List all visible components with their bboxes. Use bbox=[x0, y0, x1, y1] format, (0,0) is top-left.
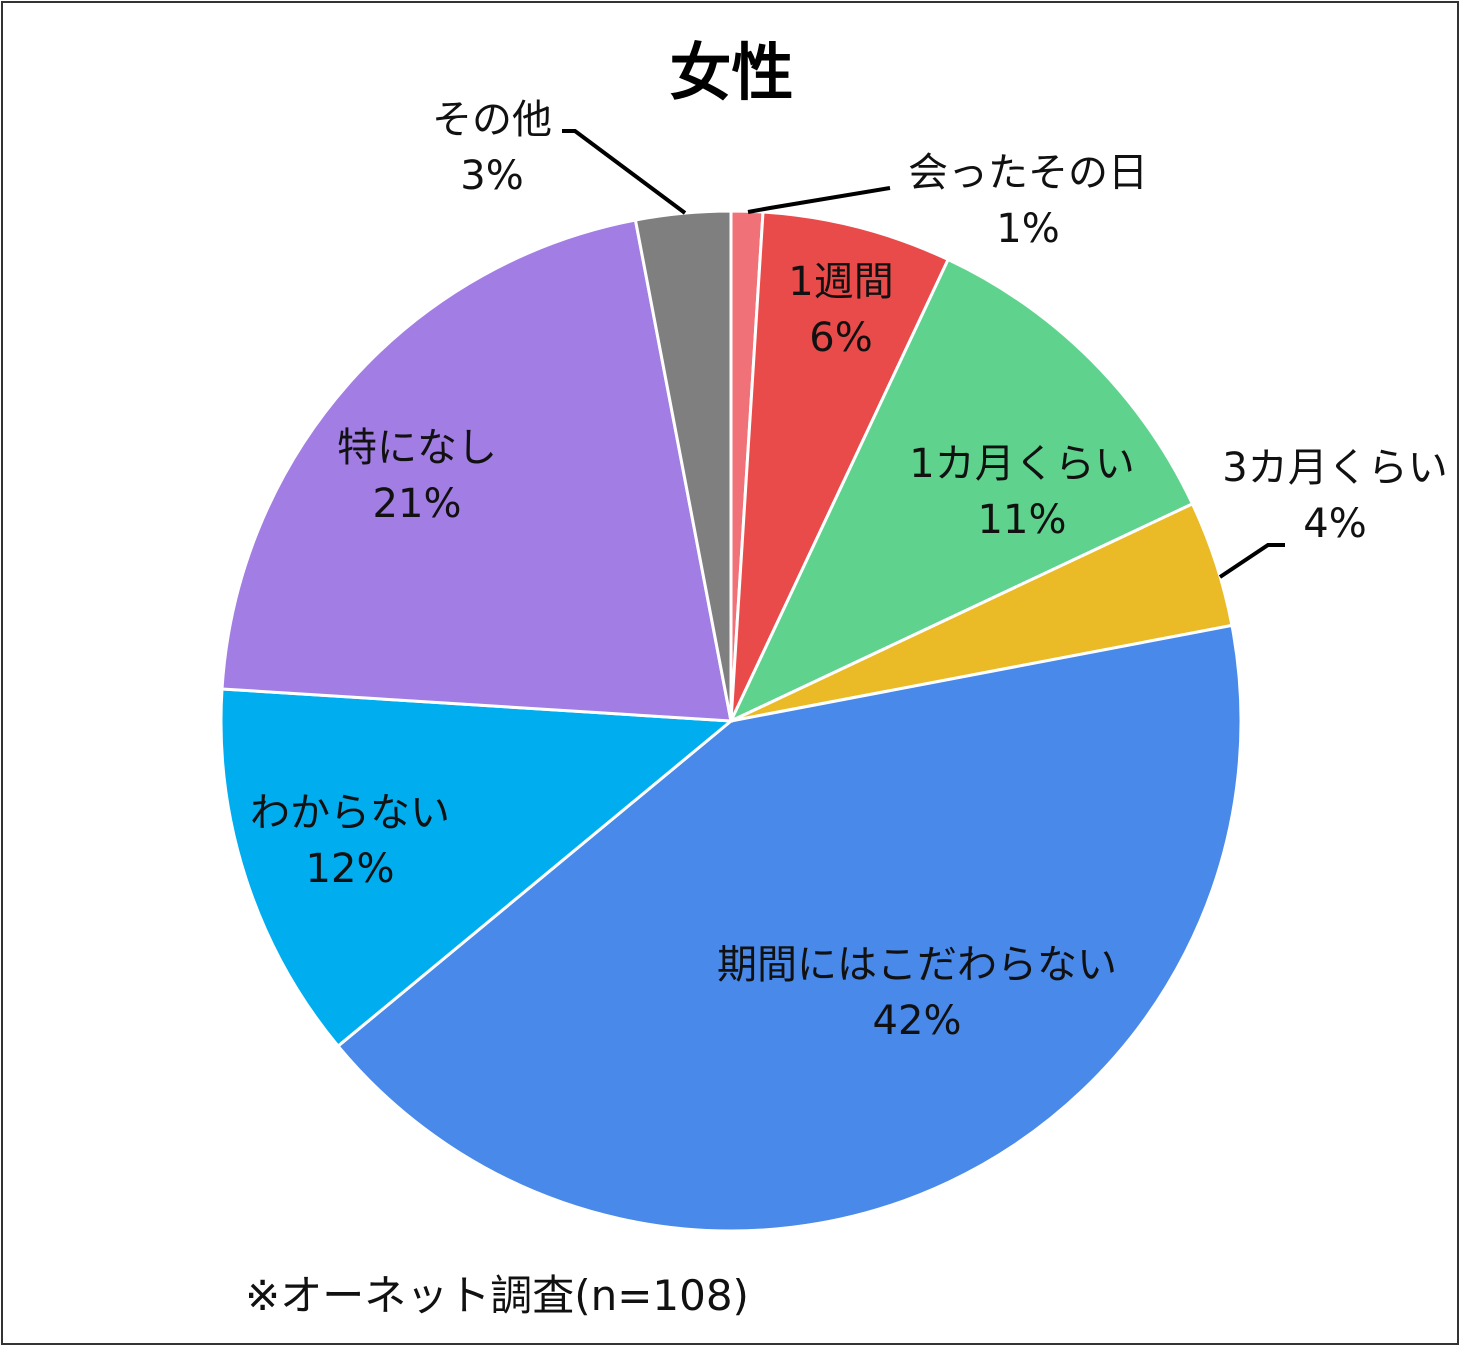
label-no-preference: 期間にはこだわらない 42% bbox=[717, 942, 1117, 1044]
pie-slice bbox=[727, 257, 1195, 725]
leader-line bbox=[747, 186, 891, 214]
pie-slice bbox=[219, 687, 735, 1049]
survey-note: ※オーネット調査(n=108) bbox=[245, 1271, 749, 1320]
label-1-month: 1カ月くらい 11% bbox=[909, 441, 1135, 543]
pie-slice bbox=[335, 623, 1243, 1233]
pie-slice bbox=[220, 218, 733, 723]
label-other: その他 3% bbox=[432, 97, 552, 199]
chart-title: 女性 bbox=[669, 36, 794, 109]
label-same-day: 会ったその日 1% bbox=[908, 150, 1148, 252]
leader-line bbox=[1218, 543, 1285, 579]
leader-line bbox=[562, 129, 687, 215]
label-3-months: 3カ月くらい 4% bbox=[1222, 445, 1448, 547]
label-none: 特になし 21% bbox=[337, 425, 497, 527]
pie-slice bbox=[729, 210, 951, 722]
label-unknown: わからない 12% bbox=[250, 790, 450, 892]
label-1-week: 1週間 6% bbox=[788, 259, 894, 361]
